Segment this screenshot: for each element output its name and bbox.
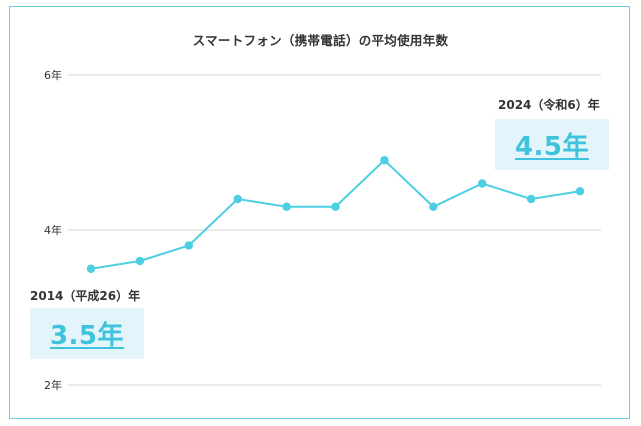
- data-point-2014: [86, 264, 96, 273]
- annotation-start-value: 3.5年: [49, 321, 125, 351]
- data-point-2015: [135, 256, 145, 266]
- data-point-2020: [380, 156, 389, 165]
- y-tick-label: 2年: [44, 378, 62, 392]
- data-point-2024: [575, 187, 585, 196]
- chart-title: スマートフォン（携帯電話）の平均使用年数: [192, 33, 449, 48]
- data-point-2022: [478, 179, 487, 188]
- data-point-2016: [184, 241, 193, 250]
- data-point-2018: [282, 202, 291, 211]
- series-line: [90, 158, 581, 270]
- data-points: [86, 156, 585, 273]
- data-point-2019: [331, 202, 340, 211]
- data-point-2021: [429, 202, 438, 211]
- y-tick-label: 6年: [44, 68, 62, 82]
- annotation-end-caption: 2024（令和6）年: [498, 98, 600, 112]
- y-tick-label: 4年: [44, 223, 62, 237]
- annotation-start-box: 3.5年: [30, 308, 144, 359]
- y-tick-labels: 2年 4年 6年: [44, 68, 62, 392]
- annotation-start-caption: 2014（平成26）年: [30, 289, 141, 303]
- data-point-2017: [233, 194, 242, 204]
- data-point-2023: [526, 194, 536, 204]
- annotation-end-box: 4.5年: [495, 119, 609, 170]
- annotation-end-value: 4.5年: [514, 132, 590, 162]
- gridlines: [68, 74, 601, 386]
